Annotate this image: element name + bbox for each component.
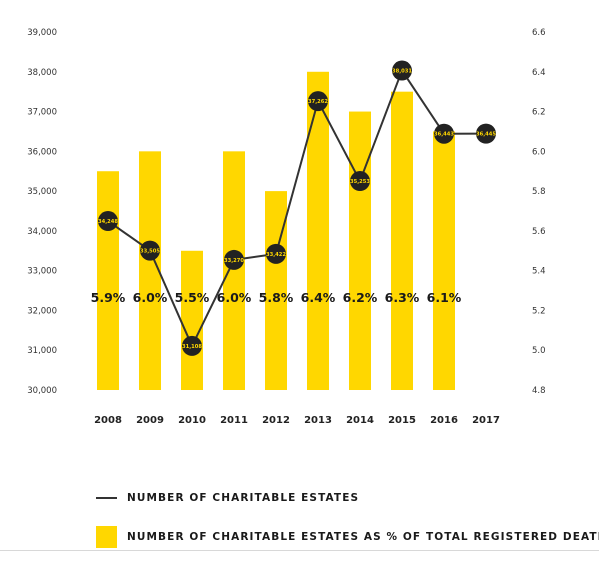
y-left-tick-label: 38,000 [27,68,57,78]
x-axis: 2008 2009 2010 2011 2012 2013 2014 2015 2016 2017 [94,415,500,426]
y-left-tick-label: 39,000 [27,28,57,38]
line-data-label: 34,248 [98,219,118,225]
bar-data-label: 6.4% [301,290,336,305]
line-data-label: 36,443 [434,132,454,138]
bar [349,111,371,391]
x-tick-label: 2014 [346,415,374,426]
bar-data-label: 6.0% [217,290,252,305]
bar-data-label: 5.5% [175,290,210,305]
bar-data-label: 6.0% [133,290,168,305]
y-left-tick-label: 35,000 [27,187,57,197]
bar-data-label: 6.2% [343,290,378,305]
y-right-tick-label: 6.4 [532,68,546,78]
x-tick-label: 2015 [388,415,416,426]
line-data-label: 38,031 [392,69,412,75]
bar [97,171,119,390]
legend-bar-swatch [96,526,117,548]
x-tick-label: 2009 [136,415,164,426]
y-left-tick-label: 34,000 [27,227,57,237]
line-point [224,249,244,270]
line-data-label: 35,253 [350,179,370,185]
legend-item-bar: NUMBER OF CHARITABLE ESTATES AS % OF TOT… [96,526,599,548]
bar [265,191,287,390]
chart: 30,000 31,000 32,000 33,000 34,000 35,000 36,0… [27,28,546,426]
y-right-tick-label: 4.8 [532,386,546,396]
line-point [350,171,370,192]
x-tick-label: 2011 [220,415,248,426]
x-tick-label: 2013 [304,415,332,426]
x-tick-label: 2008 [94,415,122,426]
line-point [140,240,160,261]
line-point [476,123,496,144]
line-data-label: 36,445 [476,132,496,138]
y-right-tick-label: 5.4 [532,267,546,277]
legend-bar-label: NUMBER OF CHARITABLE ESTATES AS % OF TOT… [127,531,599,543]
y-axis-left: 30,000 31,000 32,000 33,000 34,000 35,000 36,0… [27,28,57,396]
bar [433,131,455,390]
series-line [107,69,487,347]
bar-data-label: 6.3% [385,290,420,305]
bar [139,151,161,390]
y-left-tick-label: 36,000 [27,147,57,157]
y-left-tick-label: 31,000 [27,346,57,356]
bottom-divider [0,550,599,551]
line-point [266,243,286,264]
y-right-tick-label: 5.0 [532,346,546,356]
line-data-label: 31,108 [182,344,202,350]
line-point [392,60,412,81]
y-left-tick-label: 37,000 [27,108,57,118]
x-tick-label: 2016 [430,415,458,426]
y-right-tick-label: 5.2 [532,306,546,316]
line-markers: 34,248 33,505 31,108 33,270 33,422 37,262 35,2… [98,60,496,356]
y-right-tick-label: 5.6 [532,227,546,237]
line-data-label: 37,262 [308,99,328,105]
line-point [308,91,328,112]
bar [181,250,203,390]
legend-item-line: NUMBER OF CHARITABLE ESTATES [96,492,359,504]
y-left-tick-label: 32,000 [27,306,57,316]
y-left-tick-label: 33,000 [27,267,57,277]
line-point [98,211,118,232]
y-right-tick-label: 6.2 [532,108,546,118]
bar-data-label: 5.8% [259,290,294,305]
bar-data-label: 6.1% [427,290,462,305]
bar-series [97,71,455,391]
x-tick-label: 2017 [472,415,500,426]
line-point [182,335,202,356]
x-tick-label: 2012 [262,415,290,426]
bar [391,91,413,391]
line-series [107,69,487,347]
legend-line-swatch [96,497,117,499]
line-data-label: 33,270 [224,258,244,264]
line-data-label: 33,422 [266,252,286,258]
y-left-tick-label: 30,000 [27,386,57,396]
x-tick-label: 2010 [178,415,206,426]
line-data-label: 33,505 [140,249,160,255]
y-right-tick-label: 6.6 [532,28,546,38]
y-right-tick-label: 6.0 [532,147,546,157]
bar [307,71,329,391]
bar-data-label: 5.9% [91,290,126,305]
y-right-tick-label: 5.8 [532,187,546,197]
bar [223,151,245,390]
y-axis-right: 4.8 5.0 5.2 5.4 5.6 5.8 6.0 6.2 6.4 6.6 [532,28,546,396]
legend-line-label: NUMBER OF CHARITABLE ESTATES [127,492,360,504]
bar-data-labels: 5.9% 6.0% 5.5% 6.0% 5.8% 6.4% 6.2% 6.3% 6.1% [91,290,462,305]
line-point [434,123,454,144]
